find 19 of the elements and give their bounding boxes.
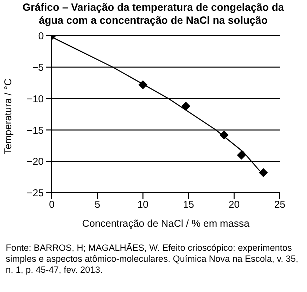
source-note: Fonte: BARROS, H; MAGALHÃES, W. Efeito crioscópico: experimentos simples e aspectos atômico-moleculares. Química Nova na Escola, v. 35, n. 1, p. 45-47, fev. 2013. xyxy=(5,242,300,276)
y-tick-label: −20 xyxy=(27,157,44,168)
y-axis-title: Temperatura / °C xyxy=(4,78,15,154)
x-tick-label: 15 xyxy=(183,200,195,212)
point xyxy=(237,150,246,160)
x-tick-label: 25 xyxy=(274,200,286,212)
point xyxy=(182,102,191,111)
y-tick-label: −15 xyxy=(27,126,44,137)
x-tick-label: 10 xyxy=(138,200,150,212)
y-tick-label: −5 xyxy=(32,62,44,74)
y-tick-label: −25 xyxy=(27,188,44,200)
x-tick-label: 5 xyxy=(94,200,101,212)
point xyxy=(259,168,268,178)
x-tick-label: 0 xyxy=(49,200,56,212)
y-tick-label: −10 xyxy=(27,94,44,106)
chart-title: Gráfico – Variação da temperatura de congelação da água com a concentração de NaCl na solução xyxy=(22,1,286,28)
y-tick-label: 0 xyxy=(38,32,44,43)
x-axis-title: Concentração de NaCl / % em massa xyxy=(82,219,250,230)
x-tick-label: 20 xyxy=(228,200,240,212)
